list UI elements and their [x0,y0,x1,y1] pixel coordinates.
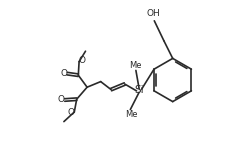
Text: O: O [78,56,86,65]
Text: Si: Si [134,85,144,95]
Text: OH: OH [147,9,160,18]
Text: Me: Me [125,110,137,119]
Text: Me: Me [129,61,141,70]
Text: O: O [68,108,75,117]
Text: O: O [60,69,67,78]
Text: O: O [58,95,65,104]
